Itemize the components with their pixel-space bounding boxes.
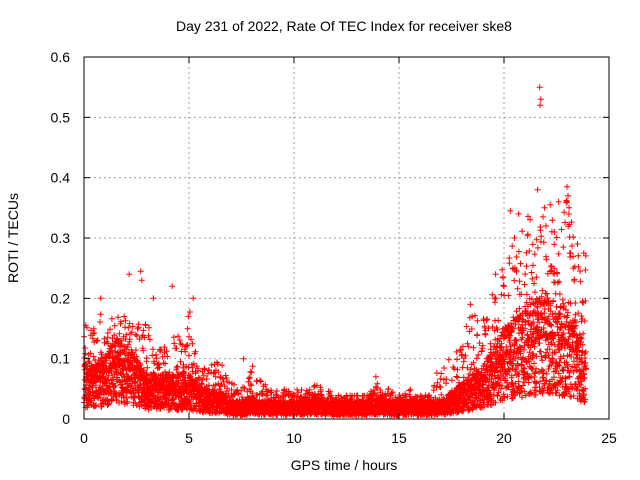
chart-title: Day 231 of 2022, Rate Of TEC Index for r… [176, 18, 512, 34]
y-tick-label: 0 [62, 411, 70, 427]
axis-ticks: 0 5 10 15 20 25 0 0.1 0.2 0.3 0.4 0.5 0.6 [51, 49, 617, 446]
x-axis-label: GPS time / hours [291, 457, 398, 473]
y-tick-label: 0.4 [51, 170, 71, 186]
y-tick-label: 0.2 [51, 290, 71, 306]
y-tick-label: 0.3 [51, 230, 71, 246]
x-tick-label: 15 [391, 430, 407, 446]
y-tick-label: 0.6 [51, 49, 71, 65]
x-tick-label: 10 [286, 430, 302, 446]
x-tick-label: 0 [80, 430, 88, 446]
x-tick-label: 20 [496, 430, 512, 446]
x-tick-label: 25 [601, 430, 617, 446]
y-tick-label: 0.5 [51, 109, 71, 125]
y-axis-label: ROTI / TECUs [5, 193, 21, 283]
x-tick-label: 5 [185, 430, 193, 446]
grid-lines [84, 57, 609, 419]
y-tick-label: 0.1 [51, 351, 71, 367]
